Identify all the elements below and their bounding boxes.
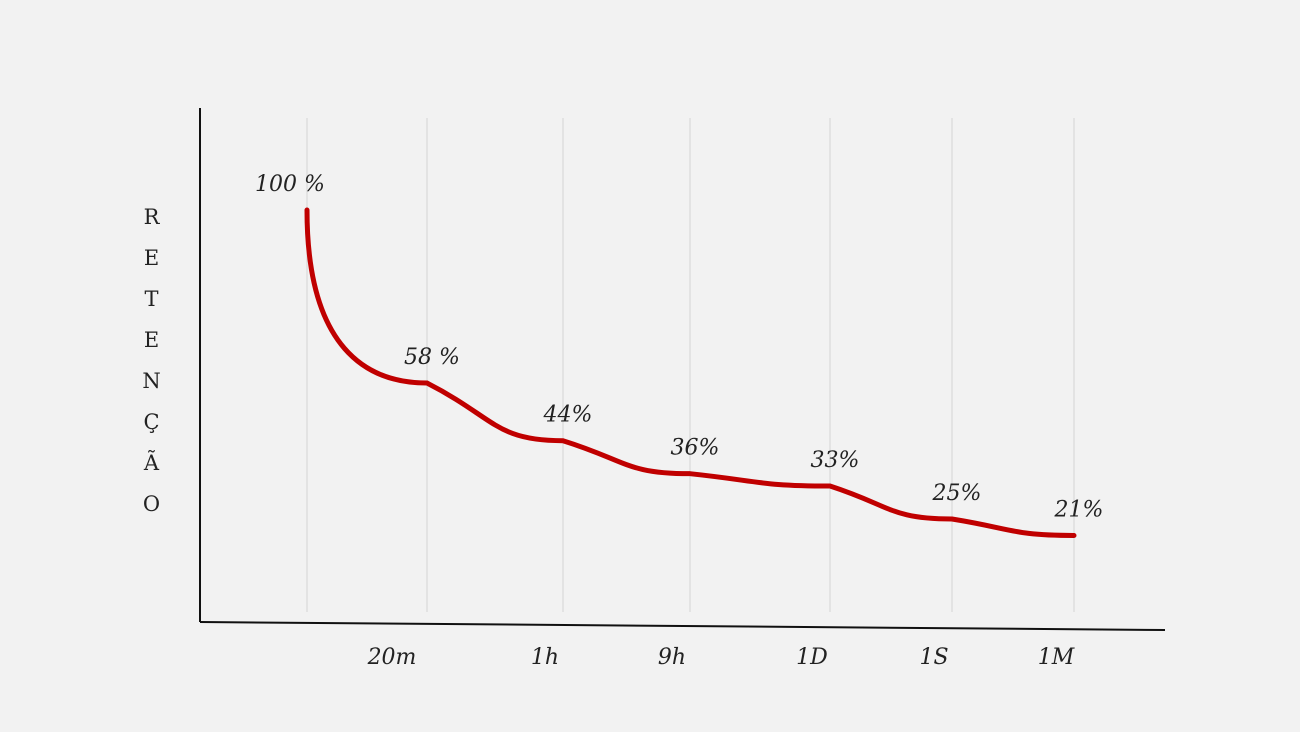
- x-tick-label: 20m: [367, 645, 417, 670]
- x-axis: [199, 621, 1166, 631]
- data-label: 58 %: [404, 345, 460, 370]
- x-tick-label: 1D: [796, 645, 828, 670]
- data-label: 36%: [671, 436, 720, 461]
- data-label: 100 %: [255, 172, 325, 197]
- x-tick-label: 1h: [531, 645, 559, 670]
- y-axis-label: RETENÇÃO: [140, 205, 164, 533]
- x-tick-label: 9h: [658, 645, 686, 670]
- data-label: 33%: [811, 448, 860, 473]
- x-tick-label: 1M: [1038, 645, 1075, 670]
- data-label: 21%: [1054, 497, 1104, 522]
- line: [304, 207, 1077, 538]
- data-label: 25%: [932, 481, 982, 506]
- x-tick-label: 1S: [919, 645, 948, 670]
- data-label: 44%: [543, 403, 593, 428]
